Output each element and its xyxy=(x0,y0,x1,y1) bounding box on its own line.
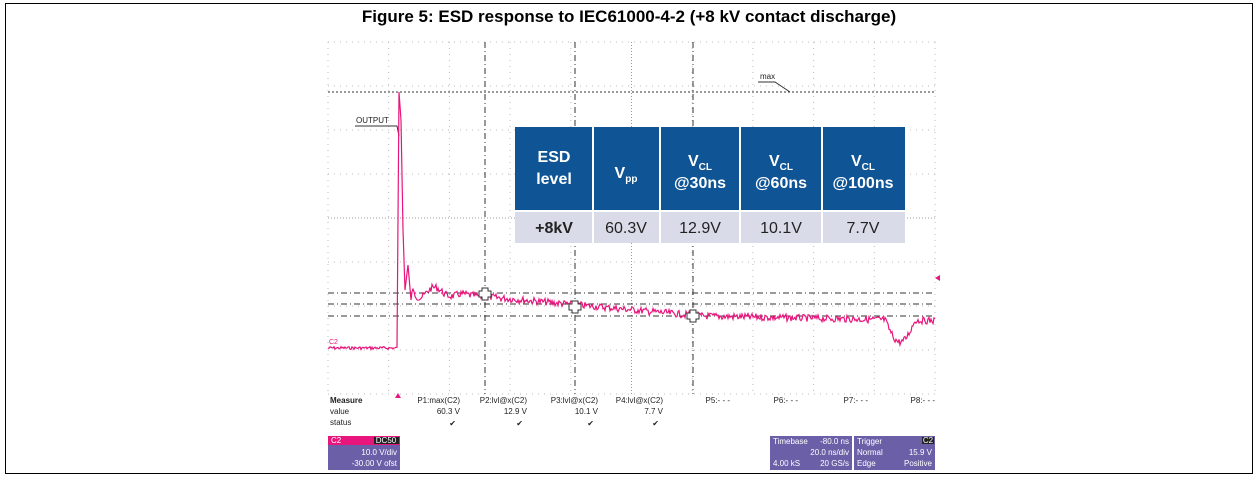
max-label: max xyxy=(760,72,775,81)
header-base: V xyxy=(769,153,780,170)
status: ✔ xyxy=(652,419,659,428)
rate: 20 GS/s xyxy=(820,459,849,468)
header-base: V xyxy=(688,153,699,170)
param: P4:lvl@x(C2) xyxy=(616,396,664,405)
header-base: V xyxy=(851,153,862,170)
param: P3:lvl@x(C2) xyxy=(551,396,599,405)
row-label: Measure xyxy=(330,396,363,405)
ns-div: 20.0 ns/div xyxy=(810,448,849,457)
offset: -30.00 V ofst xyxy=(352,459,398,468)
coupling: DC50 xyxy=(376,436,397,445)
value: 60.3 V xyxy=(437,407,461,416)
channel-name: C2 xyxy=(331,436,342,445)
channel-box: C2 DC50 10.0 V/div -30.00 V ofst xyxy=(328,436,400,470)
status: ✔ xyxy=(449,419,456,428)
trigger-marker xyxy=(935,275,940,281)
output-label: OUTPUT xyxy=(356,116,389,125)
header: VCL xyxy=(769,153,793,173)
header-sub: CL xyxy=(862,162,875,173)
channel-label: C2 xyxy=(329,339,338,346)
trigger-box: Trigger C2 Normal 15.9 V Edge Positive xyxy=(854,436,935,470)
timebase-label: Timebase xyxy=(773,437,808,446)
waveform xyxy=(327,91,936,351)
value: 7.7 V xyxy=(644,407,663,416)
measure-panel: Measure value status P1:max(C2) P2:lvl@x(C2)… xyxy=(330,396,935,428)
header-base: V xyxy=(615,165,626,182)
param: P1:max(C2) xyxy=(417,396,460,405)
param: P5:- - - xyxy=(706,396,731,405)
param: P7:- - - xyxy=(844,396,869,405)
header: @60ns xyxy=(755,175,807,192)
trigger-source: C2 xyxy=(923,436,934,445)
cell: 60.3V xyxy=(605,220,647,237)
trigger-slope: Positive xyxy=(904,459,933,468)
row-label: value xyxy=(330,407,350,416)
results-table: ESD level Vpp VCL@30nsVCL@60nsVCL@100ns … xyxy=(515,127,905,243)
figure-title: Figure 5: ESD response to IEC61000-4-2 (… xyxy=(362,7,896,26)
cursor-crosses xyxy=(478,287,700,323)
trigger-type: Edge xyxy=(857,459,876,468)
param: P8:- - - xyxy=(911,396,936,405)
row-label: status xyxy=(330,418,351,427)
header: @30ns xyxy=(674,175,726,192)
timebase-box: Timebase -80.0 ns 20.0 ns/div 4.00 kS 20… xyxy=(770,436,852,470)
header: VCL xyxy=(851,153,875,173)
cell: 7.7V xyxy=(847,220,880,237)
header: VCL xyxy=(688,153,712,173)
trigger-position xyxy=(395,393,401,398)
header: ESD xyxy=(538,149,571,166)
trigger-mode: Normal xyxy=(857,448,883,457)
value: 12.9 V xyxy=(504,407,528,416)
header: level xyxy=(536,171,572,188)
trigger-level: 15.9 V xyxy=(909,448,933,457)
header-sub: pp xyxy=(625,174,637,185)
status: ✔ xyxy=(516,419,523,428)
value: 10.1 V xyxy=(575,407,599,416)
cell: 12.9V xyxy=(679,220,721,237)
header-sub: CL xyxy=(699,162,712,173)
header-sub: CL xyxy=(780,162,793,173)
param: P2:lvl@x(C2) xyxy=(480,396,528,405)
cell: +8kV xyxy=(535,220,573,237)
status: ✔ xyxy=(587,419,594,428)
delay: -80.0 ns xyxy=(820,437,849,446)
param: P6:- - - xyxy=(774,396,799,405)
header: @100ns xyxy=(833,175,894,192)
samples: 4.00 kS xyxy=(773,459,800,468)
header: Vpp xyxy=(615,165,638,185)
cell: 10.1V xyxy=(760,220,802,237)
trigger-label: Trigger xyxy=(857,437,882,446)
v-div: 10.0 V/div xyxy=(361,448,397,457)
